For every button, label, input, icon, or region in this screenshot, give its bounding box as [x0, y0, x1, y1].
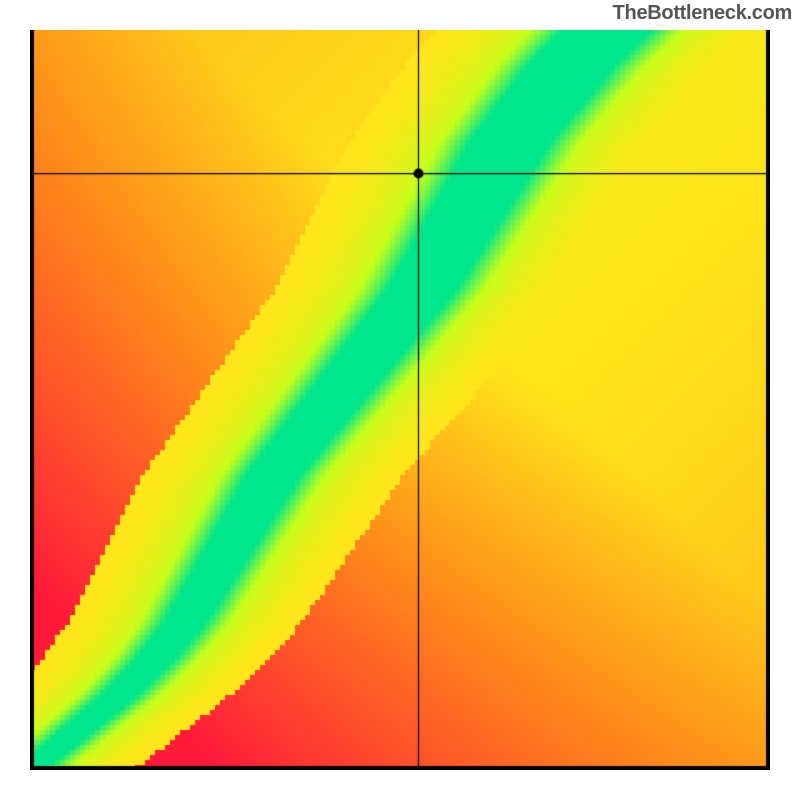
heatmap-canvas	[30, 30, 770, 770]
chart-container: TheBottleneck.com	[0, 0, 800, 800]
watermark-text: TheBottleneck.com	[613, 2, 792, 25]
